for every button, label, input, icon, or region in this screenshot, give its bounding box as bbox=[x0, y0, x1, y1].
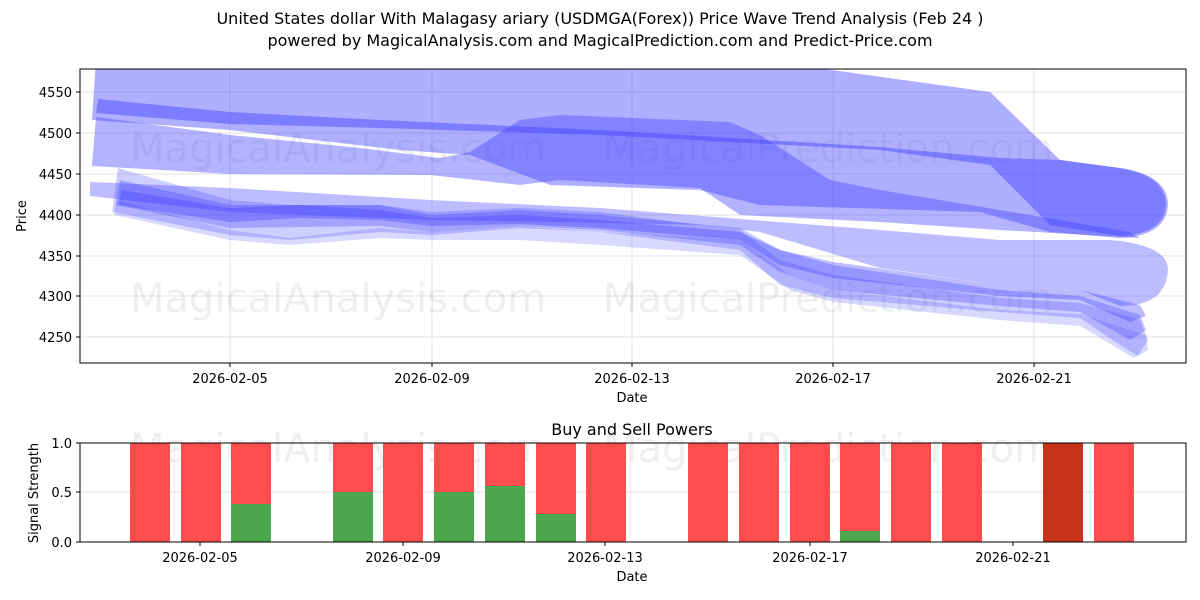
sell-bar bbox=[130, 443, 170, 542]
signal-y-axis bbox=[76, 442, 80, 543]
wave-band-main bbox=[92, 115, 1140, 238]
chart-title: United States dollar With Malagasy ariar… bbox=[216, 9, 984, 28]
y-tick-label: 0.0 bbox=[51, 536, 72, 551]
wave-bands bbox=[90, 69, 1168, 358]
x-tick-label: 2026-02-13 bbox=[567, 551, 643, 566]
price-axes-frame bbox=[79, 68, 1187, 364]
price-y-axis bbox=[76, 91, 80, 338]
y-tick-label: 4500 bbox=[39, 127, 72, 142]
sell-bar bbox=[739, 443, 779, 542]
sell-bar bbox=[840, 443, 880, 531]
sell-bar bbox=[586, 443, 626, 542]
signal-chart-title: Buy and Sell Powers bbox=[551, 420, 713, 439]
sell-bar bbox=[383, 443, 423, 542]
buy-bar bbox=[434, 492, 474, 542]
y-tick-label: 4450 bbox=[39, 168, 72, 183]
y-tick-label: 4550 bbox=[39, 86, 72, 101]
watermark-analysis: MagicalAnalysis.com bbox=[130, 276, 546, 322]
x-tick-label: 2026-02-13 bbox=[594, 372, 670, 387]
wave-band-mid-upper bbox=[96, 99, 1166, 236]
buy-bar bbox=[536, 514, 576, 542]
sell-bar bbox=[942, 443, 982, 542]
y-tick-label: 4400 bbox=[39, 209, 72, 224]
x-tick-label: 2026-02-21 bbox=[996, 372, 1072, 387]
sell-bar bbox=[485, 443, 525, 486]
signal-chart: Buy and Sell Powers MagicalAnalysis.com … bbox=[27, 420, 1187, 585]
x-tick-label: 2026-02-09 bbox=[365, 551, 441, 566]
price-x-axis-label: Date bbox=[616, 391, 647, 406]
signal-x-axis-label: Date bbox=[616, 570, 647, 585]
y-tick-label: 0.5 bbox=[51, 486, 72, 501]
strong-sell-bar bbox=[1043, 443, 1083, 542]
sell-bar bbox=[688, 443, 728, 542]
buy-bar bbox=[485, 486, 525, 542]
x-tick-label: 2026-02-05 bbox=[162, 551, 238, 566]
wave-strand-2 bbox=[116, 180, 1146, 340]
sell-bar bbox=[333, 443, 373, 492]
x-tick-label: 2026-02-05 bbox=[192, 372, 268, 387]
price-y-axis-label: Price bbox=[15, 200, 30, 232]
sell-bar bbox=[181, 443, 221, 542]
sell-bar bbox=[231, 443, 271, 504]
signal-bars bbox=[130, 443, 1134, 542]
wave-band-upper bbox=[92, 69, 1168, 238]
y-tick-label: 4250 bbox=[39, 331, 72, 346]
signal-x-axis bbox=[199, 542, 1014, 546]
chart-subtitle: powered by MagicalAnalysis.com and Magic… bbox=[267, 31, 933, 50]
price-x-axis bbox=[229, 363, 1035, 367]
sell-bar bbox=[434, 443, 474, 492]
y-tick-label: 1.0 bbox=[51, 437, 72, 452]
price-chart: MagicalAnalysis.com MagicalPrediction.co… bbox=[15, 68, 1187, 406]
x-tick-label: 2026-02-17 bbox=[795, 372, 871, 387]
y-tick-label: 4300 bbox=[39, 290, 72, 305]
sell-bar bbox=[1094, 443, 1134, 542]
x-tick-label: 2026-02-17 bbox=[772, 551, 848, 566]
x-tick-label: 2026-02-09 bbox=[394, 372, 470, 387]
price-grid bbox=[80, 69, 1186, 363]
wave-strand-1 bbox=[112, 168, 1148, 356]
y-tick-label: 4350 bbox=[39, 250, 72, 265]
buy-bar bbox=[840, 531, 880, 542]
signal-y-axis-label: Signal Strength bbox=[27, 443, 42, 543]
sell-bar bbox=[790, 443, 830, 542]
x-tick-label: 2026-02-21 bbox=[975, 551, 1051, 566]
sell-bar bbox=[536, 443, 576, 514]
watermark-prediction: MagicalPrediction.com bbox=[603, 276, 1053, 322]
sell-bar bbox=[891, 443, 931, 542]
buy-bar bbox=[333, 492, 373, 542]
watermark-analysis: MagicalAnalysis.com bbox=[130, 126, 546, 172]
buy-bar bbox=[231, 504, 271, 542]
watermark-prediction: MagicalPrediction.com bbox=[603, 126, 1053, 172]
wave-band-lower-light bbox=[90, 182, 1168, 306]
